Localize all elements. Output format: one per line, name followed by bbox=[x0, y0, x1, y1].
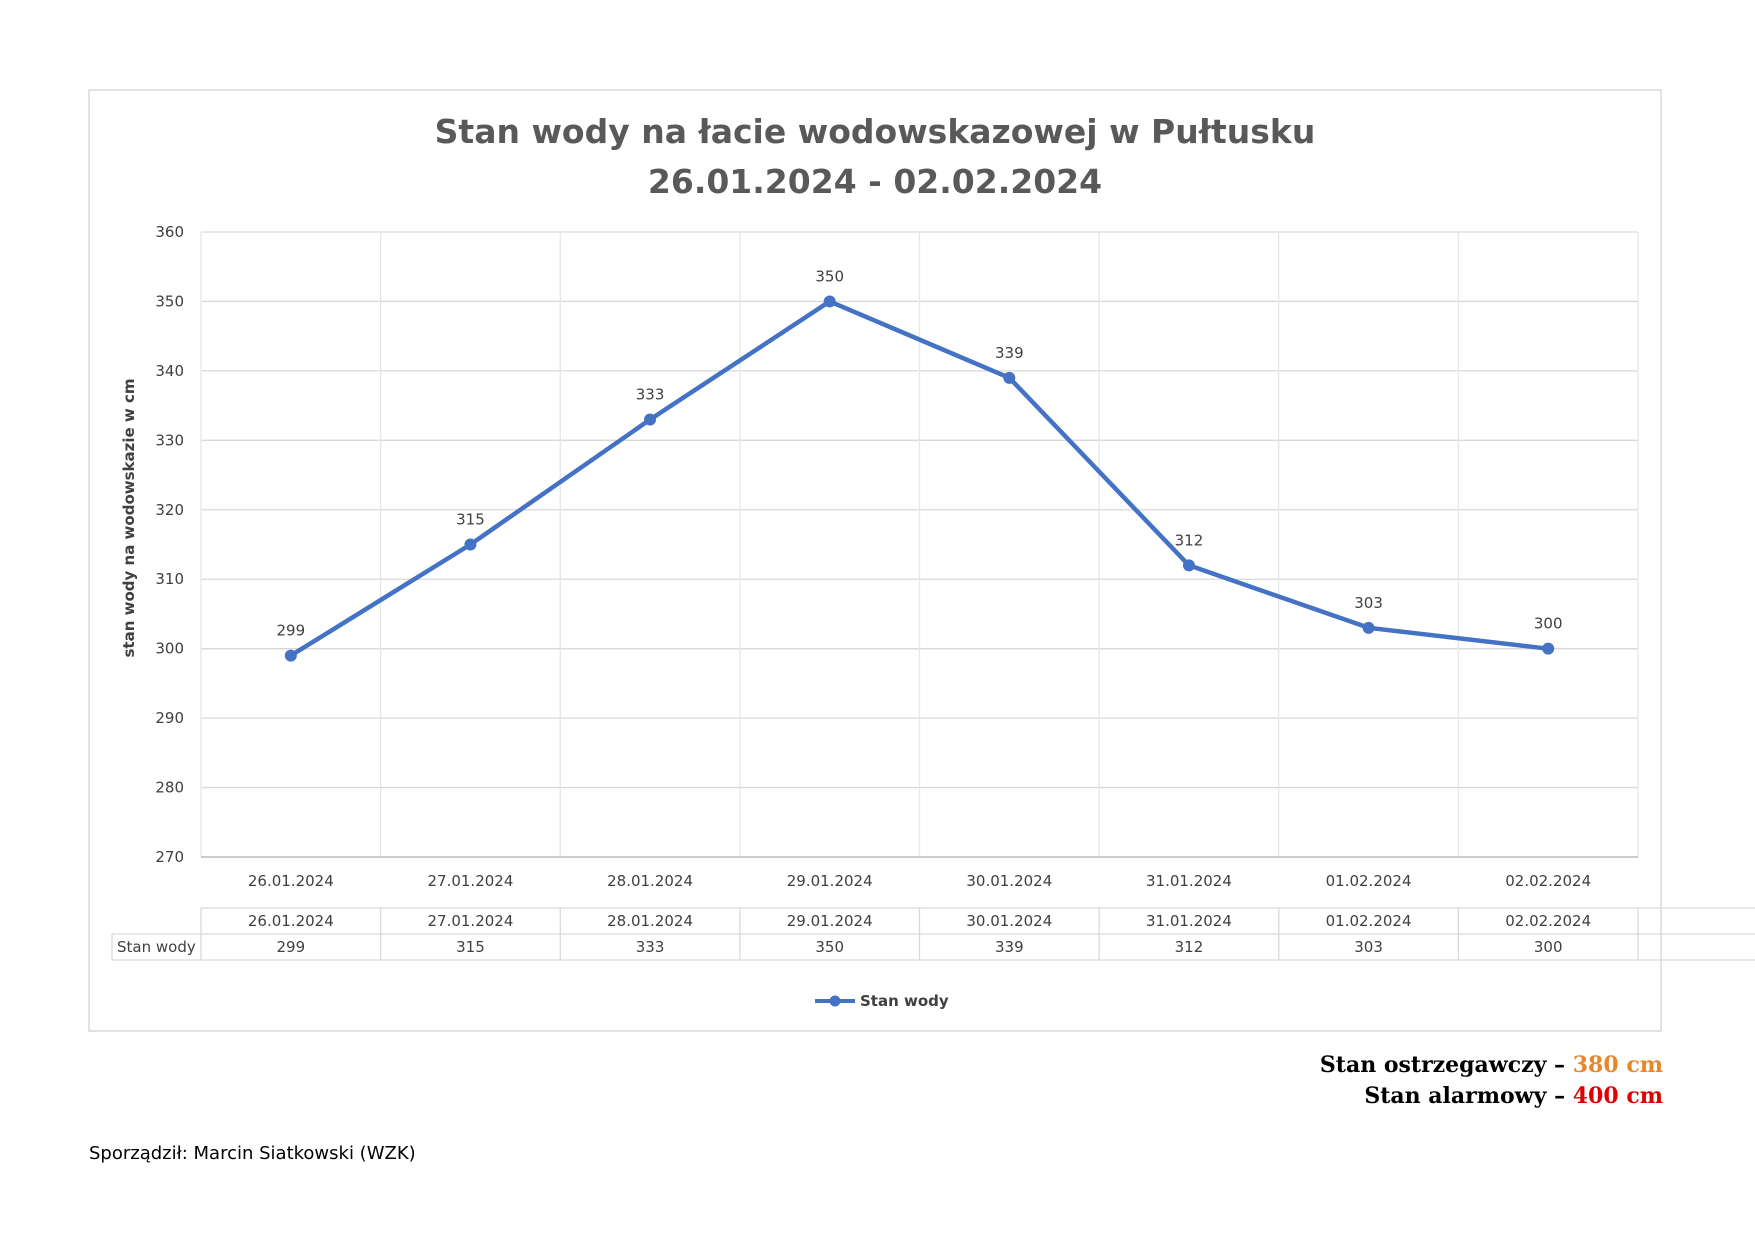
y-axis-ticks: 270 280 290 300 310 320 330 340 350 360 bbox=[155, 223, 184, 866]
warning-level-text: Stan ostrzegawczy – 380 cm bbox=[1320, 1052, 1663, 1078]
data-point bbox=[1362, 621, 1375, 634]
x-tick-label: 01.02.2024 bbox=[1326, 872, 1412, 890]
table-row-label: Stan wody bbox=[117, 938, 196, 956]
table-cell: 312 bbox=[1175, 938, 1204, 956]
y-tick-label: 310 bbox=[155, 570, 184, 588]
data-labels: 299 315 333 350 339 312 303 300 bbox=[276, 267, 1562, 639]
y-tick-label: 350 bbox=[155, 292, 184, 310]
y-tick-label: 330 bbox=[155, 431, 184, 449]
legend-label: Stan wody bbox=[860, 992, 949, 1010]
table-header-cell: 31.01.2024 bbox=[1146, 912, 1232, 930]
table-cell: 303 bbox=[1354, 938, 1383, 956]
x-tick-label: 02.02.2024 bbox=[1505, 872, 1591, 890]
x-axis-ticks: 26.01.2024 27.01.2024 28.01.2024 29.01.2024… bbox=[248, 872, 1591, 890]
y-tick-label: 340 bbox=[155, 362, 184, 380]
x-tick-label: 28.01.2024 bbox=[607, 872, 693, 890]
data-point bbox=[1003, 371, 1016, 384]
x-tick-label: 26.01.2024 bbox=[248, 872, 334, 890]
table-cell: 350 bbox=[815, 938, 844, 956]
y-tick-label: 280 bbox=[155, 779, 184, 797]
y-tick-label: 290 bbox=[155, 709, 184, 727]
table-cell: 333 bbox=[636, 938, 665, 956]
y-tick-label: 360 bbox=[155, 223, 184, 241]
data-label: 303 bbox=[1354, 594, 1383, 612]
x-tick-label: 27.01.2024 bbox=[427, 872, 513, 890]
data-point bbox=[284, 649, 297, 662]
series-line bbox=[288, 299, 1551, 658]
table-header-cell: 30.01.2024 bbox=[966, 912, 1052, 930]
x-tick-label: 29.01.2024 bbox=[787, 872, 873, 890]
data-point bbox=[644, 413, 657, 426]
chart-frame bbox=[88, 89, 1662, 1032]
alarm-level-label: Stan alarmowy – bbox=[1364, 1083, 1566, 1109]
author-footer: Sporządził: Marcin Siatkowski (WZK) bbox=[89, 1143, 416, 1164]
table-header-cell: 01.02.2024 bbox=[1326, 912, 1412, 930]
alarm-level-text: Stan alarmowy – 400 cm bbox=[1364, 1083, 1663, 1109]
table-header-cell: 29.01.2024 bbox=[787, 912, 873, 930]
data-label: 333 bbox=[636, 386, 665, 404]
warning-level-value: 380 cm bbox=[1572, 1052, 1663, 1078]
table-cell: 315 bbox=[456, 938, 485, 956]
data-label: 350 bbox=[815, 267, 844, 285]
data-label: 339 bbox=[995, 344, 1024, 362]
legend: Stan wody bbox=[815, 992, 949, 1010]
data-label: 315 bbox=[456, 511, 485, 529]
chart-title-line-1: Stan wody na łacie wodowskazowej w Pułtu… bbox=[435, 112, 1316, 151]
legend-marker bbox=[829, 995, 841, 1007]
x-tick-label: 30.01.2024 bbox=[966, 872, 1052, 890]
y-tick-label: 270 bbox=[155, 848, 184, 866]
table-cell: 339 bbox=[995, 938, 1024, 956]
table-header-cell: 26.01.2024 bbox=[248, 912, 334, 930]
table-header-cell: 02.02.2024 bbox=[1505, 912, 1591, 930]
y-axis-label: stan wody na wodowskazie w cm bbox=[120, 378, 138, 657]
data-label: 299 bbox=[276, 622, 305, 640]
data-point bbox=[1542, 642, 1555, 655]
table-cell: 300 bbox=[1534, 938, 1563, 956]
chart-title-line-2: 26.01.2024 - 02.02.2024 bbox=[648, 162, 1102, 201]
alarm-level-value: 400 cm bbox=[1572, 1083, 1663, 1109]
table-header-cell: 27.01.2024 bbox=[427, 912, 513, 930]
data-point bbox=[823, 295, 836, 308]
data-point bbox=[1182, 559, 1195, 572]
x-tick-label: 31.01.2024 bbox=[1146, 872, 1232, 890]
y-tick-label: 320 bbox=[155, 501, 184, 519]
table-cell: 299 bbox=[276, 938, 305, 956]
table-header-cell: 28.01.2024 bbox=[607, 912, 693, 930]
data-label: 312 bbox=[1175, 531, 1204, 549]
grid bbox=[200, 231, 1639, 858]
warning-level-label: Stan ostrzegawczy – bbox=[1319, 1052, 1566, 1078]
series-stan-wody bbox=[284, 295, 1555, 662]
data-point bbox=[464, 538, 477, 551]
data-table: 26.01.2024 27.01.2024 28.01.2024 29.01.2024… bbox=[111, 907, 1755, 961]
data-label: 300 bbox=[1534, 615, 1563, 633]
y-tick-label: 300 bbox=[155, 640, 184, 658]
